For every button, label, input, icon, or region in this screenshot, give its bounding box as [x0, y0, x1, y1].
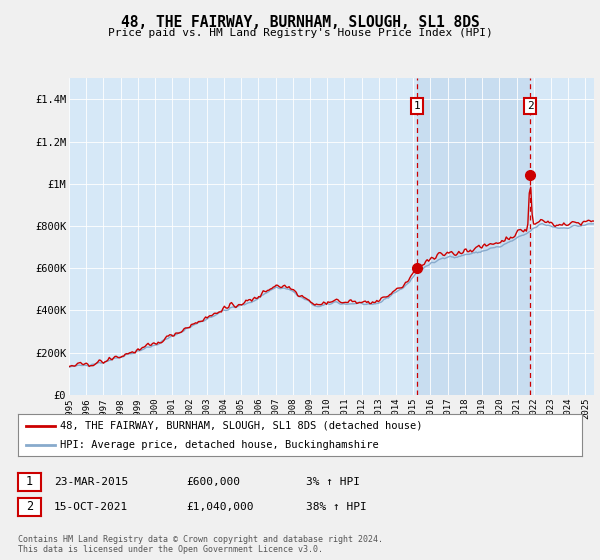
Text: 48, THE FAIRWAY, BURNHAM, SLOUGH, SL1 8DS: 48, THE FAIRWAY, BURNHAM, SLOUGH, SL1 8D… — [121, 15, 479, 30]
Text: 1: 1 — [26, 475, 33, 488]
Text: HPI: Average price, detached house, Buckinghamshire: HPI: Average price, detached house, Buck… — [60, 440, 379, 450]
Text: 23-MAR-2015: 23-MAR-2015 — [54, 477, 128, 487]
Text: 3% ↑ HPI: 3% ↑ HPI — [306, 477, 360, 487]
Text: £600,000: £600,000 — [186, 477, 240, 487]
Text: 2: 2 — [26, 500, 33, 514]
Bar — [417, 78, 530, 395]
Text: £1,040,000: £1,040,000 — [186, 502, 254, 512]
Text: 15-OCT-2021: 15-OCT-2021 — [54, 502, 128, 512]
Text: Price paid vs. HM Land Registry's House Price Index (HPI): Price paid vs. HM Land Registry's House … — [107, 28, 493, 38]
Text: 1: 1 — [414, 101, 421, 111]
Text: Contains HM Land Registry data © Crown copyright and database right 2024.
This d: Contains HM Land Registry data © Crown c… — [18, 535, 383, 554]
Text: 38% ↑ HPI: 38% ↑ HPI — [306, 502, 367, 512]
Text: 2: 2 — [527, 101, 533, 111]
Text: 48, THE FAIRWAY, BURNHAM, SLOUGH, SL1 8DS (detached house): 48, THE FAIRWAY, BURNHAM, SLOUGH, SL1 8D… — [60, 421, 423, 431]
